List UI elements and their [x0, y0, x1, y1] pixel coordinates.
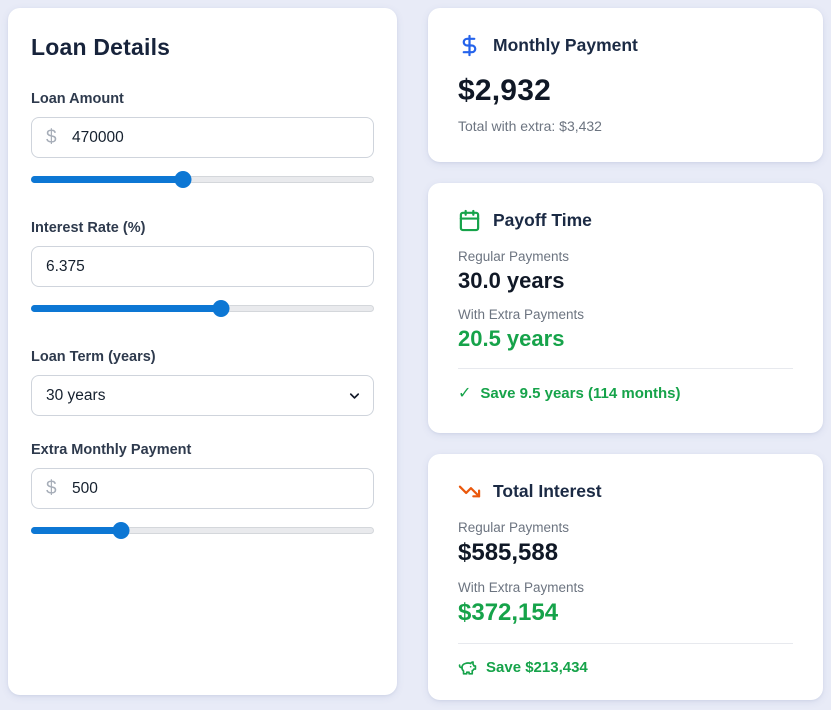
extra-payment-label: Extra Monthly Payment — [31, 442, 192, 458]
interest-savings-text: Save $213,434 — [486, 659, 588, 676]
regular-payments-label: Regular Payments — [458, 520, 570, 535]
payoff-savings-line: ✓ Save 9.5 years (114 months) — [458, 383, 793, 403]
loan-amount-input[interactable] — [31, 117, 374, 158]
divider — [458, 643, 793, 644]
total-interest-title: Total Interest — [493, 481, 602, 501]
trending-down-icon — [458, 480, 481, 503]
slider-fill — [31, 176, 183, 183]
interest-rate-group: Interest Rate (%) — [31, 220, 374, 317]
interest-rate-label: Interest Rate (%) — [31, 220, 146, 236]
payoff-savings-text: Save 9.5 years (114 months) — [480, 384, 681, 402]
slider-fill — [31, 305, 221, 312]
slider-thumb[interactable] — [112, 522, 130, 539]
results-column: Monthly Payment $2,932 Total with extra:… — [428, 8, 823, 702]
dollar-sign-icon — [458, 34, 481, 57]
loan-details-card: Loan Details Loan Amount $ Interest Rate… — [8, 8, 397, 695]
total-interest-card: Total Interest Regular Payments $585,588… — [428, 454, 823, 700]
payoff-time-title: Payoff Time — [493, 210, 592, 230]
loan-term-select[interactable]: 30 years — [31, 375, 374, 416]
regular-payoff-value: 30.0 years — [458, 268, 565, 293]
regular-interest-value: $585,588 — [458, 539, 559, 566]
loan-amount-group: Loan Amount $ — [31, 91, 374, 188]
slider-thumb[interactable] — [174, 171, 192, 188]
extra-interest-value: $372,154 — [458, 599, 559, 626]
regular-payments-label: Regular Payments — [458, 249, 570, 264]
monthly-payment-amount: $2,932 — [458, 74, 551, 107]
divider — [458, 368, 793, 369]
with-extra-payments-label: With Extra Payments — [458, 307, 585, 322]
piggy-bank-icon — [458, 658, 477, 677]
extra-payment-slider[interactable] — [31, 522, 374, 539]
with-extra-payments-label: With Extra Payments — [458, 580, 585, 595]
extra-payoff-value: 20.5 years — [458, 326, 565, 351]
slider-thumb[interactable] — [212, 300, 230, 317]
interest-savings-line: Save $213,434 — [458, 658, 793, 677]
total-with-extra-note: Total with extra: $3,432 — [458, 118, 602, 134]
loan-amount-slider[interactable] — [31, 171, 374, 188]
extra-payment-input[interactable] — [31, 468, 374, 509]
interest-rate-input[interactable] — [31, 246, 374, 287]
slider-fill — [31, 527, 122, 534]
loan-term-group: Loan Term (years) 30 years — [31, 349, 374, 416]
extra-payment-group: Extra Monthly Payment $ — [31, 442, 374, 539]
loan-amount-label: Loan Amount — [31, 91, 124, 107]
loan-details-title: Loan Details — [31, 34, 171, 60]
interest-rate-slider[interactable] — [31, 300, 374, 317]
payoff-time-card: Payoff Time Regular Payments 30.0 years … — [428, 183, 823, 433]
loan-term-label: Loan Term (years) — [31, 349, 156, 365]
monthly-payment-card: Monthly Payment $2,932 Total with extra:… — [428, 8, 823, 162]
check-icon: ✓ — [458, 385, 472, 402]
monthly-payment-title: Monthly Payment — [493, 35, 638, 55]
calendar-icon — [458, 209, 481, 232]
